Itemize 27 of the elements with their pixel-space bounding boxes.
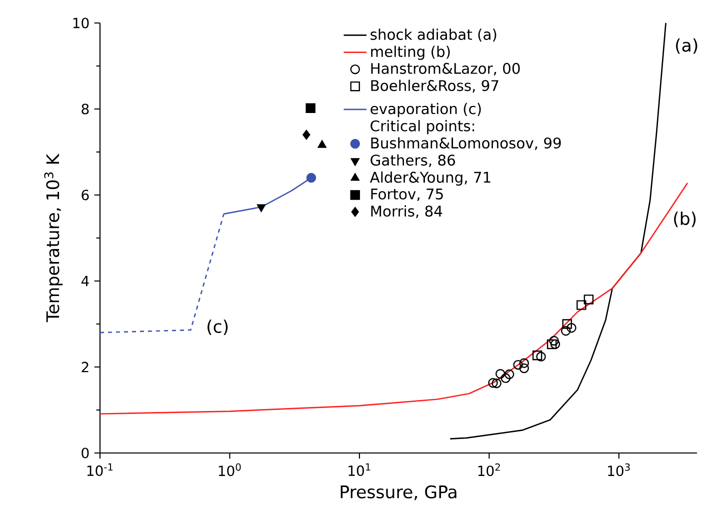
x-tick-label: 10$^{3}$ bbox=[608, 463, 630, 476]
legend-label: Boehler&Ross, 97 bbox=[371, 80, 498, 93]
annotation: (a) bbox=[676, 38, 698, 54]
legend-label: Morris, 84 bbox=[371, 205, 442, 218]
x-tick-label: 10$^{1}$ bbox=[348, 463, 370, 476]
legend-label: Hanstrom&Lazor, 00 bbox=[371, 62, 520, 76]
annotation: (c) bbox=[208, 320, 228, 336]
x-tick-label: 10$^{0}$ bbox=[218, 463, 241, 476]
annotation: (b) bbox=[674, 212, 696, 228]
y-tick-label: 8 bbox=[82, 104, 89, 114]
legend-label: Bushman&Lomonosov, 99 bbox=[371, 137, 561, 150]
x-axis-title: Pressure, GPa bbox=[340, 485, 456, 500]
legend-label: evaporation (c) bbox=[370, 102, 481, 118]
y-tick-label: 4 bbox=[81, 276, 89, 286]
y-tick-label: 10 bbox=[73, 18, 89, 28]
y-axis-title: Temperature, 10$^{3}$ K bbox=[44, 154, 63, 322]
legend-label: shock adiabat (a) bbox=[370, 28, 496, 42]
legend-label: Alder&Young, 71 bbox=[370, 171, 490, 186]
legend-label: melting (b) bbox=[371, 46, 450, 60]
x-tick-label: 10$^{2}$ bbox=[478, 463, 500, 476]
legend-title: Critical points: bbox=[370, 120, 474, 134]
legend-label: Fortov, 75 bbox=[371, 188, 443, 202]
legend-label: Gathers, 86 bbox=[370, 154, 455, 168]
x-tick-label: 10$^{-1}$ bbox=[87, 463, 113, 476]
y-tick-label: 6 bbox=[82, 190, 89, 200]
y-tick-label: 0 bbox=[82, 448, 89, 458]
y-tick-label: 2 bbox=[82, 362, 88, 372]
